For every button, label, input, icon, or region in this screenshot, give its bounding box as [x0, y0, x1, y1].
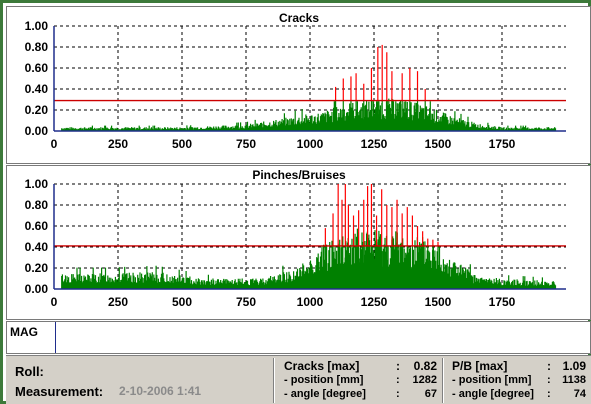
mag-label: MAG	[10, 325, 38, 339]
x-tick-label: 1750	[489, 295, 516, 309]
y-tick-label: 0.60	[25, 61, 49, 75]
x-tick-label: 0	[51, 137, 58, 151]
colon: :	[396, 359, 400, 373]
pb-angle-label: - angle [degree]	[452, 388, 534, 400]
cracks-chart-title: Cracks	[279, 11, 319, 25]
cracks-position-label: - position [mm]	[284, 374, 364, 386]
y-tick-label: 1.00	[25, 177, 49, 191]
roll-label: Roll:	[15, 364, 44, 379]
data-bars	[61, 228, 557, 289]
cracks-position-value: 1282	[412, 374, 437, 386]
footer-divider	[442, 358, 443, 403]
x-tick-label: 1750	[489, 137, 516, 151]
measurement-label: Measurement:	[15, 384, 104, 399]
x-tick-label: 250	[108, 137, 128, 151]
pinches-chart-panel: Pinches/Bruises 0.00 0.20 0.40 0.60 0.80 1.00…	[6, 165, 591, 320]
pb-max-value: 1.09	[562, 359, 586, 373]
footer-divider	[273, 358, 274, 403]
pb-max-label: P/B [max]	[452, 359, 508, 373]
x-tick-label: 750	[236, 295, 256, 309]
y-tick-label: 0.20	[25, 103, 49, 117]
mag-axis-line	[55, 322, 56, 353]
pinches-chart: Pinches/Bruises 0.00 0.20 0.40 0.60 0.80 1.00…	[25, 168, 566, 309]
y-tick-label: 0.20	[25, 261, 49, 275]
y-tick-label: 0.80	[25, 198, 49, 212]
x-tick-label: 0	[51, 295, 58, 309]
x-tick-label: 1500	[425, 137, 452, 151]
mag-panel: MAG	[6, 321, 591, 354]
x-tick-label: 750	[236, 137, 256, 151]
data-bars	[61, 98, 557, 131]
y-tick-label: 0.80	[25, 40, 49, 54]
x-tick-label: 500	[172, 137, 192, 151]
y-tick-label: 1.00	[25, 19, 49, 33]
cracks-max-label: Cracks [max]	[284, 359, 360, 373]
pb-angle-value: 74	[573, 388, 586, 400]
x-tick-label: 1250	[361, 137, 388, 151]
cracks-angle-label: - angle [degree]	[284, 388, 366, 400]
x-tick-label: 1500	[425, 295, 452, 309]
cracks-chart: Cracks 0.00 0.20 0.40 0.60 0.80 1.00 0 250 500 75…	[25, 11, 566, 151]
x-tick-label: 500	[172, 295, 192, 309]
pb-position-label: - position [mm]	[452, 374, 532, 386]
x-tick-label: 1000	[297, 295, 324, 309]
pb-position-value: 1138	[562, 374, 586, 386]
cracks-max-value: 0.82	[413, 359, 437, 373]
colon: :	[547, 359, 551, 373]
y-tick-label: 0.60	[25, 219, 49, 233]
pinches-chart-title: Pinches/Bruises	[252, 168, 346, 182]
y-tick-label: 0.40	[25, 82, 49, 96]
cracks-angle-value: 67	[424, 388, 437, 400]
y-tick-label: 0.40	[25, 240, 49, 254]
y-tick-label: 0.00	[25, 124, 49, 138]
x-tick-label: 250	[108, 295, 128, 309]
colon: :	[547, 374, 551, 386]
colon: :	[547, 388, 551, 400]
colon: :	[396, 374, 400, 386]
y-tick-label: 0.00	[25, 282, 49, 296]
x-tick-label: 1250	[361, 295, 388, 309]
measurement-value: 2-10-2006 1:41	[119, 384, 202, 398]
cracks-chart-panel: Cracks 0.00 0.20 0.40 0.60 0.80 1.00 0 250 500 75…	[6, 6, 591, 164]
status-footer: Roll: Measurement: 2-10-2006 1:41 Cracks…	[6, 355, 591, 404]
colon: :	[396, 388, 400, 400]
x-tick-label: 1000	[297, 137, 324, 151]
